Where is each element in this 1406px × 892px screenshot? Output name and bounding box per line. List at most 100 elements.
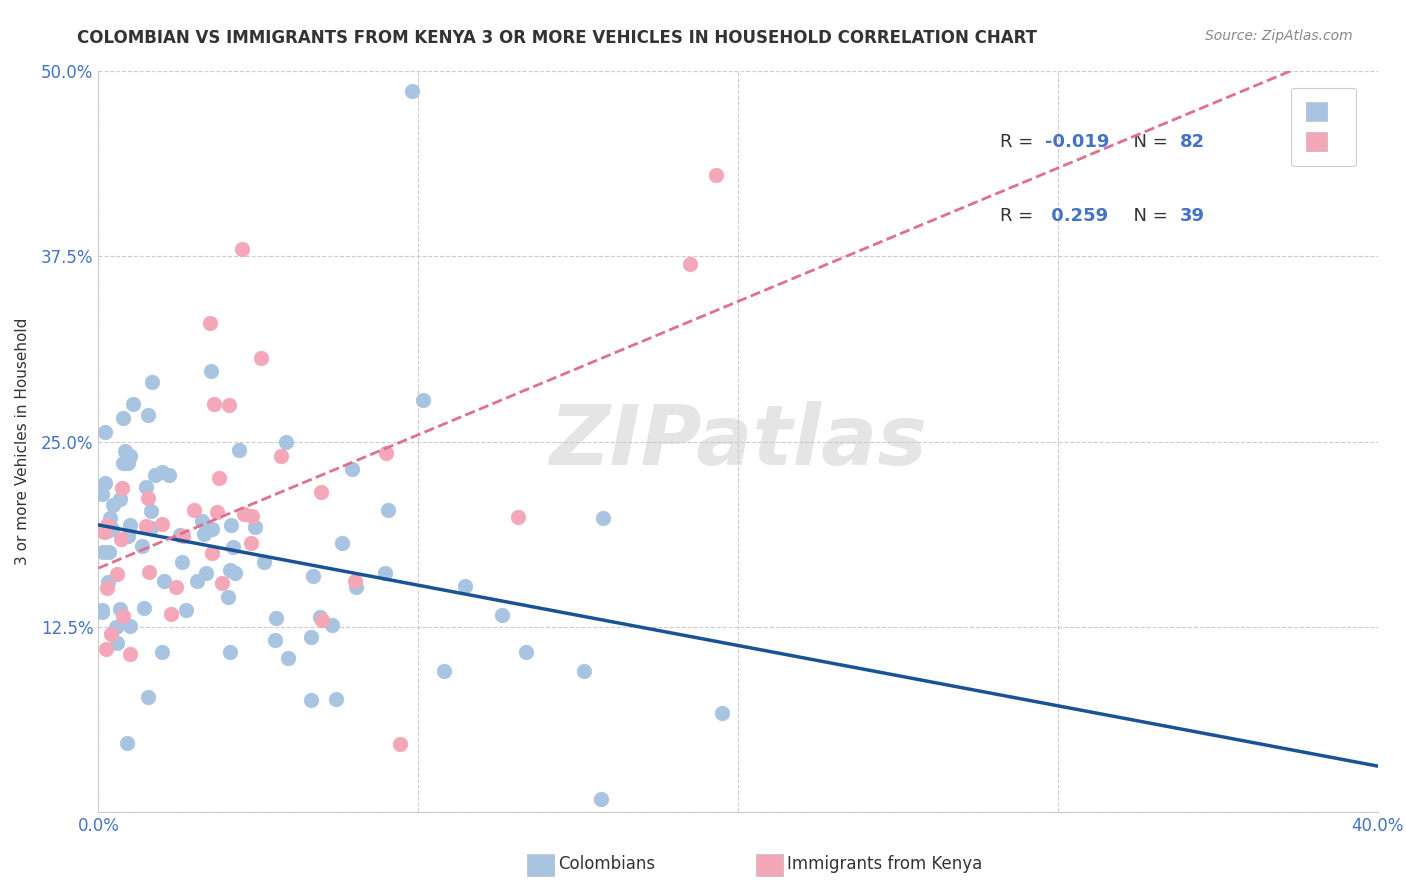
Point	[228, 443, 250, 458]
Point	[515, 645, 537, 659]
Point	[704, 168, 727, 182]
Point	[96, 518, 118, 533]
Text: Source: ZipAtlas.com: Source: ZipAtlas.com	[1205, 29, 1353, 43]
Point	[240, 508, 263, 523]
Text: COLOMBIAN VS IMMIGRANTS FROM KENYA 3 OR MORE VEHICLES IN HOUSEHOLD CORRELATION C: COLOMBIAN VS IMMIGRANTS FROM KENYA 3 OR …	[77, 29, 1038, 46]
Point	[264, 633, 287, 648]
Point	[201, 522, 224, 536]
Point	[186, 574, 208, 588]
Legend: , : ,	[1291, 87, 1355, 166]
Point	[222, 540, 245, 554]
Point	[117, 529, 139, 543]
Point	[90, 605, 112, 619]
Point	[183, 502, 205, 516]
Point	[302, 569, 325, 583]
Point	[218, 645, 240, 659]
Text: 82: 82	[1180, 133, 1205, 151]
Point	[135, 479, 157, 493]
Point	[321, 617, 343, 632]
Point	[100, 626, 122, 640]
Point	[94, 425, 117, 439]
Point	[205, 505, 228, 519]
Point	[491, 607, 513, 622]
Point	[111, 481, 134, 495]
Text: R =: R =	[1001, 207, 1039, 225]
Point	[711, 706, 734, 720]
Text: N =: N =	[1122, 133, 1174, 151]
Point	[170, 555, 193, 569]
Point	[139, 521, 162, 535]
Point	[374, 566, 396, 580]
Point	[174, 603, 197, 617]
Text: Colombians: Colombians	[558, 855, 655, 873]
Point	[135, 519, 157, 533]
Point	[218, 563, 240, 577]
Point	[97, 575, 120, 590]
Point	[121, 397, 143, 411]
Point	[150, 465, 173, 479]
Point	[136, 690, 159, 704]
Point	[117, 456, 139, 470]
Point	[224, 566, 246, 581]
Point	[136, 408, 159, 422]
Point	[100, 522, 122, 536]
Text: 39: 39	[1180, 207, 1205, 225]
Point	[208, 471, 231, 485]
Point	[330, 535, 353, 549]
Point	[572, 664, 595, 678]
Point	[150, 645, 173, 659]
Point	[193, 527, 215, 541]
Point	[169, 528, 191, 542]
Point	[94, 475, 117, 490]
Point	[172, 529, 194, 543]
Point	[191, 514, 214, 528]
Point	[105, 620, 128, 634]
Point	[114, 443, 136, 458]
Point	[377, 503, 399, 517]
Point	[117, 736, 139, 750]
Point	[143, 468, 166, 483]
Point	[243, 520, 266, 534]
Text: Immigrants from Kenya: Immigrants from Kenya	[787, 855, 983, 873]
Point	[96, 524, 118, 538]
Point	[131, 540, 153, 554]
Point	[194, 566, 217, 580]
Point	[108, 491, 131, 506]
Point	[270, 449, 292, 463]
Point	[679, 257, 702, 271]
Point	[111, 411, 134, 425]
Point	[239, 536, 262, 550]
Point	[118, 618, 141, 632]
Point	[454, 579, 477, 593]
Point	[309, 485, 332, 500]
Point	[110, 532, 132, 546]
Point	[506, 509, 529, 524]
Point	[138, 565, 160, 579]
Point	[311, 613, 333, 627]
Text: N =: N =	[1122, 207, 1174, 225]
Point	[141, 375, 163, 389]
Point	[201, 546, 224, 560]
Y-axis label: 3 or more Vehicles in Household: 3 or more Vehicles in Household	[15, 318, 30, 566]
Point	[217, 590, 239, 604]
Point	[374, 446, 396, 460]
Point	[343, 574, 366, 588]
Point	[98, 510, 121, 524]
Point	[96, 581, 118, 595]
Point	[389, 737, 412, 751]
Point	[90, 603, 112, 617]
Point	[202, 397, 225, 411]
Point	[253, 555, 276, 569]
Point	[105, 636, 128, 650]
Point	[264, 611, 287, 625]
Point	[299, 693, 322, 707]
Point	[200, 364, 222, 378]
Point	[231, 242, 253, 256]
Point	[111, 456, 134, 470]
Point	[120, 647, 142, 661]
Point	[233, 507, 256, 521]
Point	[94, 641, 117, 656]
Point	[98, 545, 121, 559]
Point	[592, 511, 614, 525]
Point	[591, 792, 613, 806]
